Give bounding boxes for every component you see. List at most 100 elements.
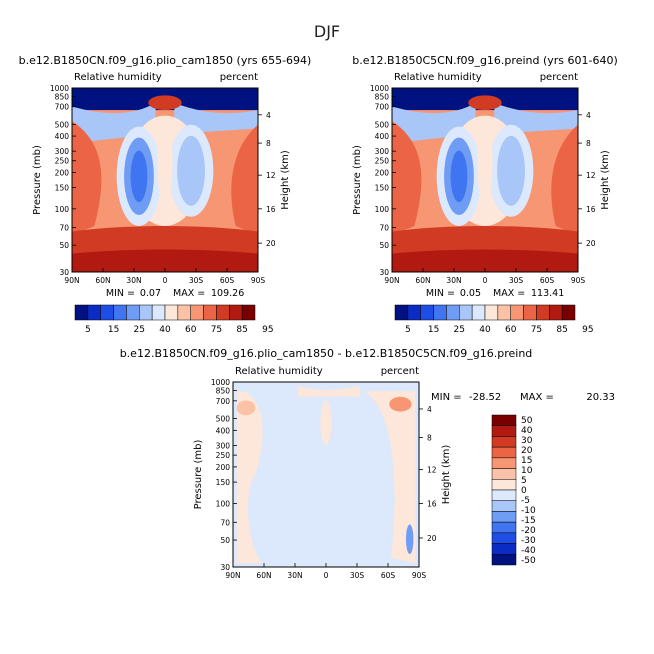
colorbar-label: 10 bbox=[521, 466, 533, 476]
contour-surface bbox=[72, 249, 258, 272]
y2-tick-label: 16 bbox=[427, 499, 437, 508]
colorbar-box bbox=[471, 304, 486, 321]
y-axis-label: Pressure (mb) bbox=[352, 145, 363, 215]
colorbar-label: 85 bbox=[556, 325, 567, 335]
x-tick-label: 90S bbox=[412, 571, 427, 580]
min-label: MIN = bbox=[431, 392, 462, 403]
colorbar-label: 60 bbox=[505, 325, 517, 335]
colorbar-label: 40 bbox=[521, 426, 533, 436]
y2-tick-label: 20 bbox=[586, 239, 596, 248]
colorbar-box bbox=[74, 304, 89, 321]
colorbar-box bbox=[491, 446, 517, 459]
min-label: MIN = bbox=[106, 288, 135, 299]
min-value: -28.52 bbox=[469, 392, 501, 403]
contour-fields bbox=[392, 88, 578, 272]
x-tick-label: 30S bbox=[509, 276, 524, 285]
x-tick-label: 60S bbox=[540, 276, 555, 285]
colorbar-box bbox=[484, 304, 499, 321]
colorbar-label: 30 bbox=[521, 436, 533, 446]
min-label: MIN = bbox=[426, 288, 455, 299]
y-tick-label: 300 bbox=[55, 147, 70, 156]
colorbar-box bbox=[190, 304, 204, 321]
colorbar-label: 40 bbox=[159, 325, 171, 335]
y-tick-label: 500 bbox=[55, 120, 70, 129]
y-tick-label: 100 bbox=[55, 205, 70, 214]
contour-tropopause-moist bbox=[468, 95, 502, 111]
y-tick-label: 250 bbox=[216, 451, 231, 460]
y-tick-label: 100 bbox=[375, 205, 390, 214]
y-tick-label: 500 bbox=[216, 415, 231, 424]
y2-axis-label: Height (km) bbox=[441, 445, 452, 505]
colorbar-label: 95 bbox=[582, 325, 593, 335]
x-tick-label: 30N bbox=[287, 571, 302, 580]
y-tick-label: 300 bbox=[216, 442, 231, 451]
panel-plio: 1000850700500400300250200150100705030481… bbox=[19, 54, 312, 335]
colorbar-box bbox=[491, 521, 517, 534]
y2-tick-label: 4 bbox=[586, 111, 591, 120]
variable-label: Relative humidity bbox=[235, 366, 323, 377]
panel-title: b.e12.B1850CN.f09_g16.plio_cam1850 (yrs … bbox=[19, 54, 312, 67]
x-tick-label: 30N bbox=[446, 276, 461, 285]
colorbar-box bbox=[151, 304, 166, 321]
contour-dry-sh bbox=[497, 135, 525, 206]
colorbar-label: 0 bbox=[521, 486, 527, 496]
colorbar-label: 15 bbox=[428, 325, 439, 335]
units-label: percent bbox=[220, 72, 258, 83]
colorbar-label: -20 bbox=[521, 526, 536, 536]
colorbar-box bbox=[177, 304, 191, 321]
y-tick-label: 200 bbox=[216, 463, 231, 472]
x-tick-label: 90S bbox=[571, 276, 586, 285]
x-tick-label: 60N bbox=[95, 276, 110, 285]
contour-itcz bbox=[477, 115, 493, 208]
y-tick-label: 850 bbox=[55, 93, 70, 102]
y-tick-label: 300 bbox=[375, 147, 390, 156]
x-tick-label: 60S bbox=[220, 276, 235, 285]
x-tick-label: 90N bbox=[64, 276, 79, 285]
y-tick-label: 150 bbox=[375, 184, 390, 193]
y-tick-label: 70 bbox=[220, 518, 230, 527]
colorbar-box bbox=[459, 304, 473, 321]
y2-tick-label: 12 bbox=[586, 171, 596, 180]
colorbar-box bbox=[113, 304, 127, 321]
colorbar-box bbox=[491, 425, 517, 437]
y-tick-label: 700 bbox=[216, 397, 231, 406]
colorbar-label: -10 bbox=[521, 506, 536, 516]
min-value: 0.07 bbox=[140, 288, 161, 299]
contour-fields bbox=[233, 382, 419, 567]
colorbar-label: 85 bbox=[236, 325, 247, 335]
y2-tick-label: 20 bbox=[427, 534, 437, 543]
colorbar-box bbox=[491, 554, 517, 566]
colorbar-box bbox=[549, 304, 563, 321]
colorbar-box bbox=[216, 304, 230, 321]
max-value: 20.33 bbox=[586, 392, 615, 403]
colorbar-box bbox=[433, 304, 447, 321]
contour-pos-nh bbox=[236, 391, 263, 564]
y-tick-label: 250 bbox=[55, 157, 70, 166]
y-tick-label: 700 bbox=[375, 103, 390, 112]
variable-label: Relative humidity bbox=[74, 72, 162, 83]
colorbar-label: 15 bbox=[521, 456, 532, 466]
colorbar-box bbox=[164, 304, 179, 321]
contour-sh-moist bbox=[551, 124, 578, 236]
y-tick-label: 70 bbox=[59, 224, 69, 233]
y-tick-label: 70 bbox=[379, 224, 389, 233]
colorbar-box bbox=[491, 436, 517, 448]
colorbar-box bbox=[536, 304, 550, 321]
y2-tick-label: 20 bbox=[266, 239, 276, 248]
x-tick-label: 90N bbox=[225, 571, 240, 580]
panel-title: b.e12.B1850C5CN.f09_g16.preind (yrs 601-… bbox=[352, 54, 618, 67]
page-title: DJF bbox=[313, 22, 341, 41]
colorbar-box bbox=[491, 479, 517, 491]
y2-axis-label: Height (km) bbox=[280, 150, 291, 210]
x-tick-label: 90S bbox=[251, 276, 266, 285]
colorbar-label: 5 bbox=[405, 325, 411, 335]
contour-pos-strong-1 bbox=[236, 400, 256, 416]
contour-nh-moist bbox=[392, 121, 422, 236]
colorbar-label: 5 bbox=[521, 476, 527, 486]
variable-label: Relative humidity bbox=[394, 72, 482, 83]
y-tick-label: 850 bbox=[216, 387, 231, 396]
contour-itcz bbox=[157, 115, 173, 208]
colorbar-label: 75 bbox=[211, 325, 222, 335]
colorbar-box bbox=[491, 414, 517, 426]
